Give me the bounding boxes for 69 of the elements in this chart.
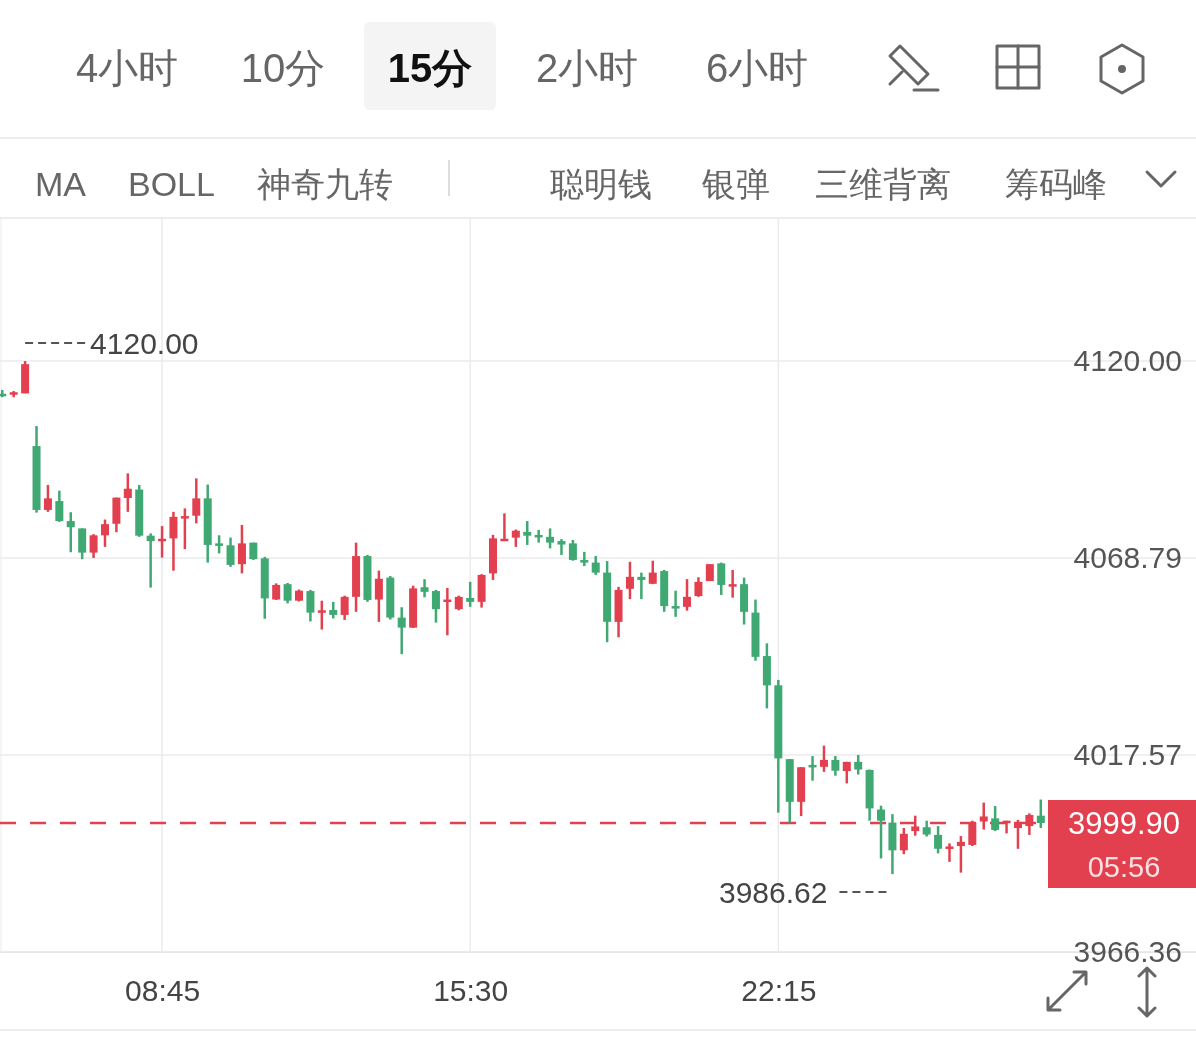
candlestick bbox=[55, 489, 64, 524]
text: 2小时 bbox=[535, 46, 639, 90]
candlestick bbox=[397, 605, 406, 656]
candlestick bbox=[877, 804, 886, 860]
annotation: 4120.00 bbox=[90, 326, 199, 360]
candlestick bbox=[568, 538, 577, 562]
annotation: 05:56 bbox=[1087, 851, 1161, 884]
candlestick bbox=[819, 744, 828, 774]
candlestick bbox=[123, 472, 132, 514]
candlestick bbox=[979, 801, 988, 831]
candlestick bbox=[899, 826, 908, 856]
ref-line-label: 3999.90 bbox=[1067, 805, 1181, 841]
candlestick bbox=[717, 561, 726, 597]
candlestick bbox=[683, 577, 692, 612]
candlestick bbox=[306, 588, 315, 623]
y-tick-label: 3966.36 bbox=[1073, 935, 1182, 969]
y-tick-label: 4068.79 bbox=[1073, 541, 1182, 575]
candlestick bbox=[557, 537, 566, 557]
text: 4小时 bbox=[75, 46, 179, 90]
candlestick bbox=[466, 580, 475, 609]
candlestick bbox=[625, 560, 634, 601]
y-tick-label: 4017.57 bbox=[1073, 738, 1182, 772]
candlestick bbox=[671, 589, 680, 619]
candlestick bbox=[169, 510, 178, 572]
candlestick bbox=[283, 581, 292, 605]
candlestick bbox=[43, 483, 52, 514]
x-tick-label: 22:15 bbox=[741, 974, 817, 1008]
candlestick bbox=[420, 577, 429, 599]
candlestick bbox=[374, 569, 383, 624]
text: 神奇九转 bbox=[257, 165, 393, 203]
text: 6小时 bbox=[705, 46, 809, 90]
candlestick bbox=[100, 518, 109, 549]
x-tick-label: 08:45 bbox=[125, 974, 201, 1008]
candlestick bbox=[192, 477, 201, 525]
x-tick-label: 15:30 bbox=[433, 974, 509, 1008]
candlestick bbox=[237, 523, 246, 575]
candlestick bbox=[854, 753, 863, 776]
candlestick bbox=[317, 599, 326, 631]
candlestick bbox=[728, 568, 737, 599]
candlestick bbox=[89, 532, 98, 560]
candlestick bbox=[226, 536, 235, 569]
annotation: 3986.62 bbox=[718, 875, 828, 909]
candlestick bbox=[591, 554, 600, 577]
candlestick bbox=[66, 510, 75, 554]
candlestick bbox=[934, 824, 943, 855]
candlestick bbox=[694, 575, 703, 599]
candlestick bbox=[956, 834, 965, 874]
candlestick bbox=[580, 550, 589, 568]
candlestick bbox=[340, 594, 349, 622]
text: 10分 bbox=[240, 46, 326, 90]
candlestick bbox=[1036, 798, 1045, 830]
candlestick bbox=[546, 527, 555, 550]
candlestick bbox=[637, 571, 646, 601]
candlestick bbox=[215, 534, 224, 555]
candlestick bbox=[431, 588, 440, 624]
text: BOLL bbox=[128, 165, 215, 203]
text: MA bbox=[35, 165, 87, 203]
candlestick bbox=[945, 842, 954, 864]
text: 筹码峰 bbox=[1005, 165, 1107, 203]
y-tick-label: 4120.00 bbox=[1073, 344, 1182, 378]
candlestick bbox=[523, 519, 532, 547]
candlestick bbox=[831, 754, 840, 777]
candlestick bbox=[146, 532, 155, 589]
text: 三维背离 bbox=[815, 165, 951, 203]
text: 聪明钱 bbox=[550, 165, 652, 203]
candlestick bbox=[991, 804, 1000, 833]
text: 15分 bbox=[387, 46, 473, 90]
text: 银弹 bbox=[701, 165, 770, 203]
candlestick bbox=[180, 507, 189, 551]
